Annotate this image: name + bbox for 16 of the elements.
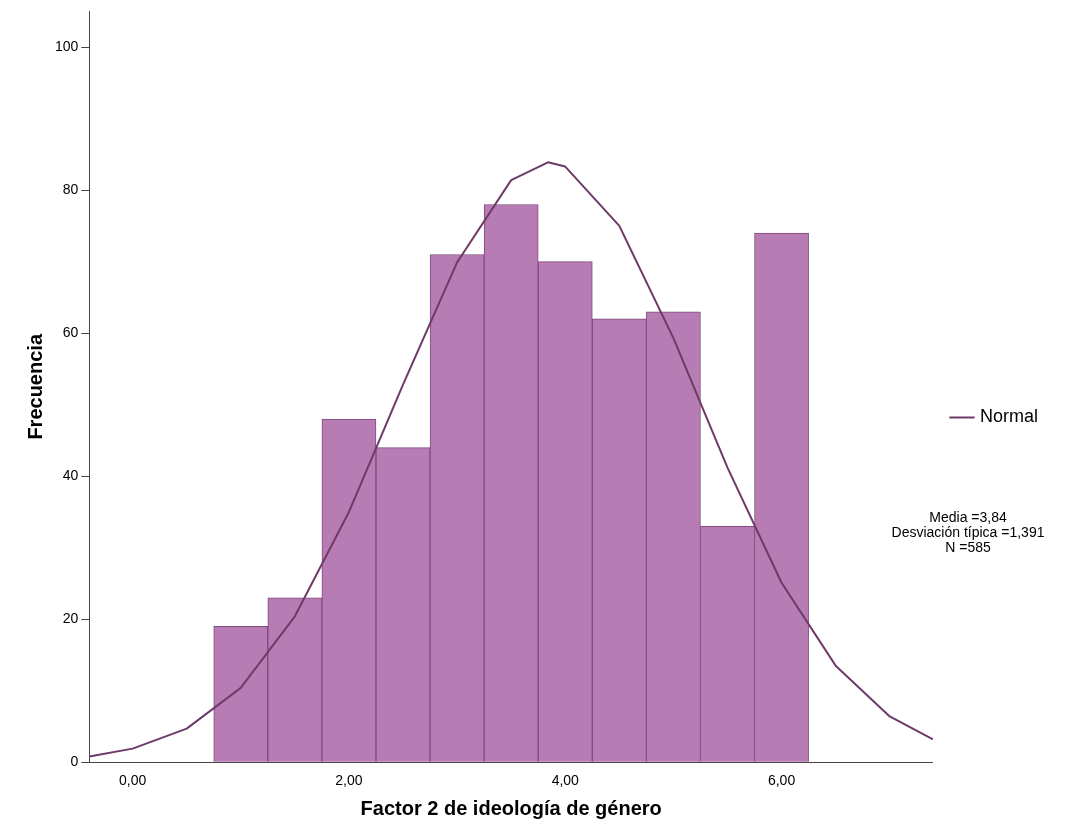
y-tick-label: 40 <box>62 467 79 484</box>
x-tick-label: 6,00 <box>767 772 796 789</box>
y-tick-label: 60 <box>62 324 79 341</box>
text: N =585 <box>945 539 991 556</box>
x-tick-label: 0,00 <box>119 772 147 789</box>
annotation: Media =3,84 <box>929 509 1007 526</box>
x-tick-label: 4,00 <box>551 772 580 789</box>
y-tick-label: 0 <box>70 753 79 770</box>
x-tick-label: 2,00 <box>335 772 363 789</box>
x-axis-title: Factor 2 de ideología de género <box>360 796 662 819</box>
legend-label: Normal <box>979 406 1039 427</box>
y-tick-label: 20 <box>62 610 79 627</box>
y-tick-label: 80 <box>62 181 79 198</box>
annotation: Desviación típica =1,391 <box>891 524 1045 541</box>
y-tick-label: 100 <box>55 38 79 55</box>
y-axis-title: Frecuencia <box>23 333 46 440</box>
